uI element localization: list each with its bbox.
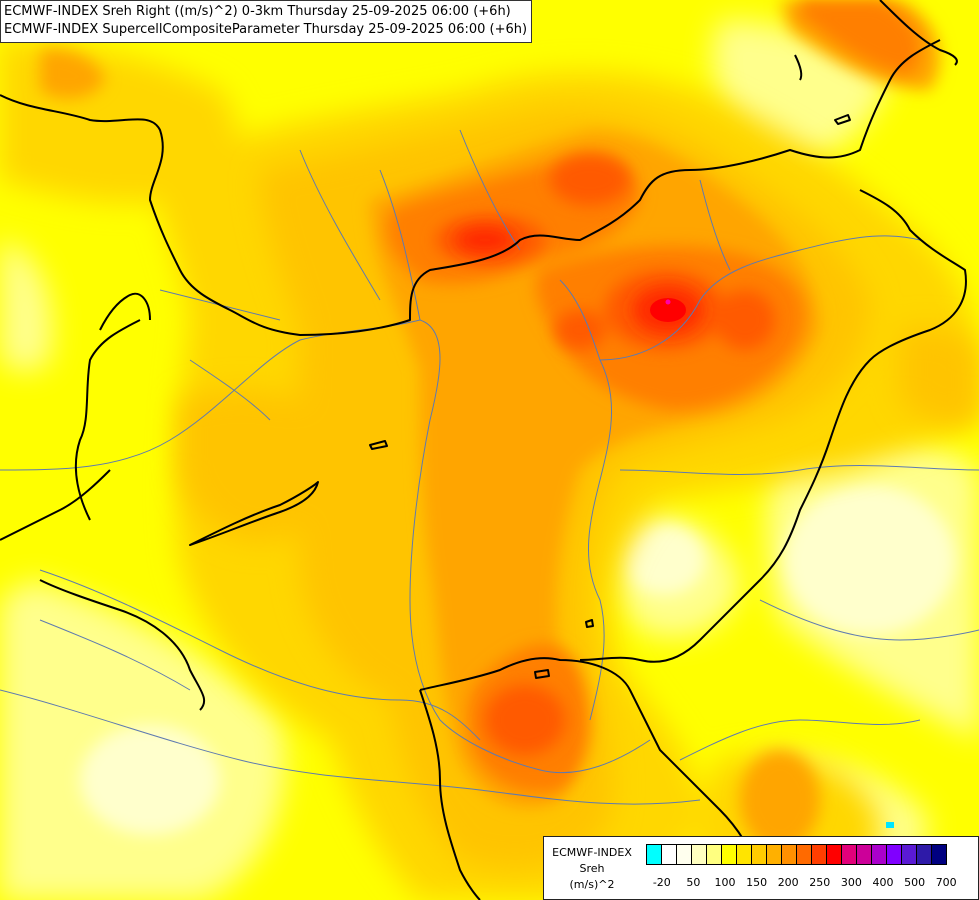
river-olt bbox=[759, 599, 979, 641]
legend-swatch bbox=[901, 844, 917, 865]
field-light-west bbox=[0, 240, 53, 372]
border-islet bbox=[585, 619, 594, 628]
field-orange-light-east bbox=[900, 327, 979, 424]
river-tisza bbox=[559, 279, 613, 721]
border-lake-northeast bbox=[834, 114, 851, 125]
river-north-branch bbox=[459, 129, 521, 251]
legend-swatch bbox=[766, 844, 782, 865]
legend-tick-label: 700 bbox=[935, 876, 957, 889]
legend-tick-label: 50 bbox=[686, 876, 701, 889]
field-orange-north bbox=[40, 49, 105, 99]
legend-swatch bbox=[721, 844, 737, 865]
legend-swatch bbox=[796, 844, 812, 865]
river-raba bbox=[189, 359, 271, 421]
color-legend: ECMWF-INDEX Sreh (m/s)^2 -20 50 100 150 200 2… bbox=[543, 836, 979, 900]
border-river-ne bbox=[794, 54, 803, 81]
legend-tick-label: 150 bbox=[746, 876, 768, 889]
legend-swatch bbox=[661, 844, 677, 865]
legend-tick-label: -20 bbox=[652, 876, 671, 889]
river-sava bbox=[0, 689, 701, 805]
pale-field-layer bbox=[80, 485, 955, 835]
rivers bbox=[0, 129, 979, 805]
legend-swatch bbox=[856, 844, 872, 865]
legend-parameter: Sreh bbox=[579, 862, 605, 875]
legend-swatch bbox=[931, 844, 947, 865]
field-deep-red-core bbox=[650, 298, 686, 322]
river-morava bbox=[679, 719, 921, 761]
border-south-islet bbox=[534, 669, 550, 679]
border-northeast-peak bbox=[879, 0, 958, 66]
legend-swatch bbox=[781, 844, 797, 865]
border-south-west-loop bbox=[39, 579, 206, 711]
border-northwest-loop bbox=[99, 292, 151, 331]
border-southwest bbox=[0, 469, 111, 541]
river-southwest bbox=[39, 619, 191, 691]
legend-swatch bbox=[826, 844, 842, 865]
border-west-vertical bbox=[74, 319, 141, 521]
river-hron bbox=[379, 169, 421, 321]
legend-swatch bbox=[736, 844, 752, 865]
map-title-sreh: ECMWF-INDEX Sreh Right ((m/s)^2) 0-3km T… bbox=[4, 4, 511, 19]
field-red-north bbox=[455, 226, 515, 254]
field-pale-east bbox=[785, 485, 955, 635]
field-magenta-dot bbox=[665, 299, 671, 305]
legend-swatch-row bbox=[646, 844, 947, 865]
field-pale-southwest bbox=[80, 725, 220, 835]
field-orange-light-west bbox=[180, 389, 333, 542]
river-upper-tisza bbox=[599, 235, 921, 361]
field-orange-dark-corner bbox=[800, 0, 920, 75]
river-mures bbox=[619, 465, 979, 475]
field-red-orange-mid bbox=[555, 310, 605, 350]
map-title-scp: ECMWF-INDEX SupercellCompositeParameter … bbox=[4, 22, 528, 37]
border-east bbox=[579, 189, 967, 663]
legend-unit: (m/s)^2 bbox=[569, 878, 615, 891]
legend-source: ECMWF-INDEX bbox=[552, 846, 632, 859]
legend-swatch bbox=[646, 844, 662, 865]
river-drava bbox=[39, 569, 481, 741]
legend-swatch bbox=[811, 844, 827, 865]
legend-tick-label: 100 bbox=[714, 876, 736, 889]
field-pale-midright bbox=[625, 525, 705, 595]
border-croatia bbox=[419, 689, 481, 900]
border-lake-balaton bbox=[189, 481, 319, 546]
legend-swatch bbox=[886, 844, 902, 865]
border-north-west bbox=[0, 39, 941, 336]
legend-tick-label: 500 bbox=[904, 876, 926, 889]
river-vah bbox=[299, 149, 381, 301]
river-east-branch bbox=[699, 179, 731, 271]
legend-swatch bbox=[871, 844, 887, 865]
legend-tick-label: 300 bbox=[840, 876, 862, 889]
field-orange-southeast bbox=[740, 750, 820, 850]
legend-tick-label: 250 bbox=[809, 876, 831, 889]
field-red-orange-far-east bbox=[715, 290, 775, 350]
field-red-orange-northeast bbox=[550, 155, 630, 205]
legend-swatch bbox=[676, 844, 692, 865]
legend-tick-label: 200 bbox=[777, 876, 799, 889]
border-small-lake bbox=[369, 440, 388, 450]
legend-swatch bbox=[751, 844, 767, 865]
river-danube bbox=[0, 319, 651, 774]
map-title-box: ECMWF-INDEX Sreh Right ((m/s)^2) 0-3km T… bbox=[0, 0, 533, 43]
field-cyan-spot bbox=[886, 822, 894, 828]
legend-swatch bbox=[916, 844, 932, 865]
legend-swatch bbox=[841, 844, 857, 865]
legend-swatch bbox=[691, 844, 707, 865]
legend-tick-label: 400 bbox=[872, 876, 894, 889]
field-red-orange-south bbox=[485, 685, 565, 755]
legend-swatch bbox=[706, 844, 722, 865]
